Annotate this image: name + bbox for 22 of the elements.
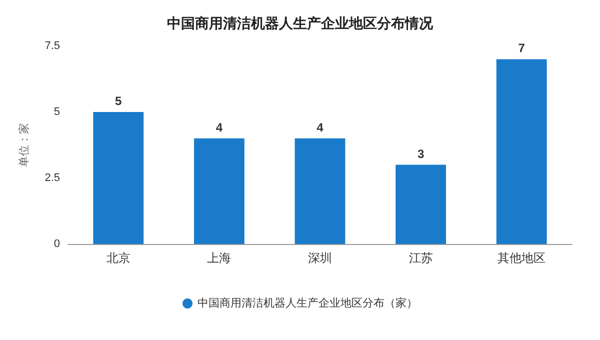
x-tick-label: 江苏 [408,251,433,265]
y-tick-label: 2.5 [44,172,60,184]
x-tick-label: 其他地区 [498,251,546,265]
bar [194,138,244,244]
legend-label: 中国商用清洁机器人生产企业地区分布（家） [198,296,418,310]
bar [496,59,547,244]
y-axis-title: 单位：家 [18,123,30,167]
data-label: 5 [115,94,122,108]
y-tick-label: 0 [54,238,60,250]
y-tick-label: 5 [54,106,60,118]
chart-title: 中国商用清洁机器人生产企业地区分布情况 [167,15,434,32]
x-tick-label: 北京 [106,251,130,265]
data-label: 4 [316,120,324,134]
x-tick-label: 深圳 [308,251,332,265]
bar [93,112,144,244]
bar [396,164,446,244]
data-label: 4 [216,120,223,134]
x-tick-label: 上海 [207,251,232,265]
y-tick-label: 7.5 [44,40,60,52]
data-label: 3 [417,146,424,161]
bar [294,138,346,244]
data-label: 7 [518,41,526,56]
